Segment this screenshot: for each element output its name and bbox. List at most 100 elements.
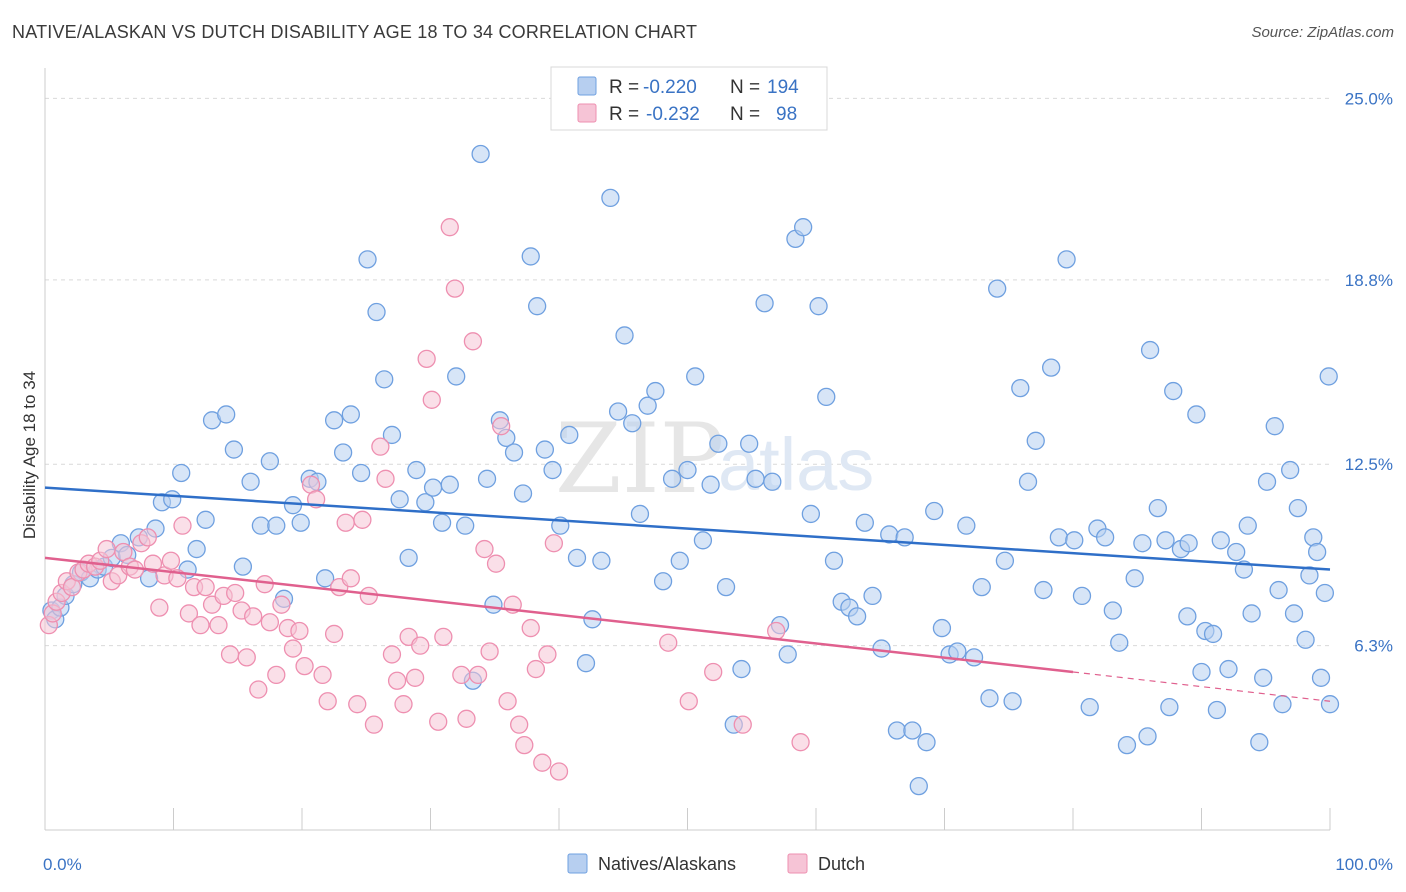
points-pink-point-64: [405, 668, 425, 687]
points-blue-point-173: [1284, 604, 1304, 623]
points-blue-point-167: [1178, 607, 1197, 626]
points-blue-point-146: [1187, 405, 1206, 424]
points-blue-point-44: [399, 548, 418, 567]
points-blue-point-148: [1203, 624, 1223, 644]
points-blue-point-126: [1034, 580, 1053, 600]
points-blue-point-43: [390, 490, 409, 509]
points-blue-point-164: [1320, 695, 1340, 714]
points-pink-point-73: [457, 709, 476, 728]
points-blue-point-118: [972, 577, 991, 597]
points-pink-point-24: [173, 516, 192, 535]
points-blue-point-27: [260, 452, 280, 471]
points-blue-point-77: [653, 572, 673, 591]
legend-r-value-1: -0.220: [643, 77, 697, 98]
axes: [44, 68, 1331, 831]
points-blue-point-83: [701, 475, 720, 494]
points-pink-point-49: [318, 692, 337, 711]
points-pink-point-30: [209, 616, 228, 635]
points-blue-point-82: [693, 531, 713, 550]
y-tick-label-2: 18.8%: [1345, 271, 1393, 290]
points-blue-point-73: [623, 414, 642, 433]
points-blue-point-35: [324, 411, 344, 430]
points-pink-point-67: [422, 390, 441, 409]
points-pink-point-72: [452, 665, 471, 685]
points-pink-point-69: [434, 627, 453, 647]
top-legend: R = -0.220 N = 194 R = -0.232 N = 98: [550, 66, 828, 131]
points-pink-point-18: [138, 528, 157, 547]
points-blue-point-26: [251, 516, 271, 535]
points-pink-point-87: [538, 645, 557, 664]
points-blue-point-45: [407, 460, 426, 480]
legend-swatch-pink: [577, 103, 597, 123]
points-pink-point-11: [97, 539, 116, 559]
points-blue-point-172: [1269, 580, 1288, 600]
points-pink-point-65: [411, 636, 430, 655]
points-pink-point-79: [492, 417, 511, 436]
points-blue-point-60: [521, 247, 540, 266]
legend-n-label-1: N =: [730, 77, 760, 98]
legend-n-value-1: 194: [767, 77, 799, 98]
points-pink-point-68: [429, 712, 448, 731]
points-blue-point-151: [1227, 542, 1246, 562]
bottom-legend-natives: Natives/Alaskans: [598, 854, 736, 874]
points-blue-point-24: [233, 557, 253, 576]
points-blue-point-139: [1133, 534, 1152, 553]
points-pink-point-19: [143, 554, 163, 573]
points-blue-point-50: [447, 367, 466, 386]
points-blue-point-137: [1117, 735, 1137, 755]
points-blue-point-143: [1164, 381, 1183, 401]
points-blue-point-142: [1156, 531, 1175, 550]
points-blue-point-128: [1049, 528, 1069, 547]
trend-lines: [44, 486, 1331, 702]
points-blue-point-110: [909, 776, 928, 796]
points-blue-point-176: [1315, 583, 1335, 603]
points-blue-point-136: [1110, 633, 1129, 652]
points-blue-point-104: [863, 586, 882, 606]
points-pink-point-71: [445, 279, 465, 298]
y-axis-label: Disability Age 18 to 34: [20, 371, 39, 539]
points-blue-point-53: [471, 144, 490, 164]
points-blue-point-145: [1179, 534, 1198, 553]
legend-swatch-blue: [577, 76, 597, 96]
points-blue-point-25: [241, 472, 260, 491]
points-pink-point-53: [341, 569, 360, 588]
points-pink-point-89: [549, 762, 569, 781]
points-blue-point-102: [847, 607, 867, 626]
points-blue-point-31: [291, 513, 310, 532]
points-blue-point-30: [283, 496, 303, 515]
points-blue-point-162: [1311, 668, 1331, 687]
points-pink-point-39: [260, 613, 280, 632]
points-blue-point-23: [224, 440, 244, 459]
points-blue-point-71: [608, 402, 628, 421]
points-pink-point-37: [249, 680, 268, 699]
points-blue-point-88: [740, 434, 759, 453]
points-blue-point-140: [1140, 340, 1160, 360]
points-blue-point-168: [1192, 662, 1211, 682]
chart-title: NATIVE/ALASKAN VS DUTCH DISABILITY AGE 1…: [12, 22, 698, 42]
points-blue-point-37: [341, 405, 360, 424]
points-blue-point-120: [988, 279, 1007, 298]
points-blue-point-103: [855, 513, 874, 532]
points-pink-point-62: [394, 695, 413, 714]
points-blue-point-34: [315, 569, 335, 588]
points-blue-point-55: [484, 595, 503, 614]
points-blue-point-17: [172, 463, 191, 483]
points-blue-point-41: [375, 370, 394, 389]
points-blue-point-158: [1281, 460, 1300, 480]
bottom-legend-swatch-pink: [787, 853, 808, 874]
points-blue-point-109: [903, 721, 922, 740]
points-blue-point-16: [163, 490, 182, 509]
points-pink-point-70: [440, 218, 459, 237]
bottom-legend-dutch: Dutch: [818, 854, 865, 874]
points-blue-point-78: [662, 469, 682, 488]
points-blue-point-135: [1103, 601, 1122, 620]
points-blue-point-156: [1265, 417, 1284, 436]
x-tick-label-0: 0.0%: [43, 855, 82, 874]
points-pink-point-83: [515, 735, 534, 755]
points-blue-point-155: [1257, 472, 1277, 491]
legend-r-label-2: R =: [609, 104, 639, 125]
legend-r-label-1: R =: [609, 77, 639, 98]
points-blue-point-22: [217, 405, 236, 424]
points-blue-point-138: [1125, 569, 1144, 588]
points-blue-point-90: [755, 294, 774, 313]
